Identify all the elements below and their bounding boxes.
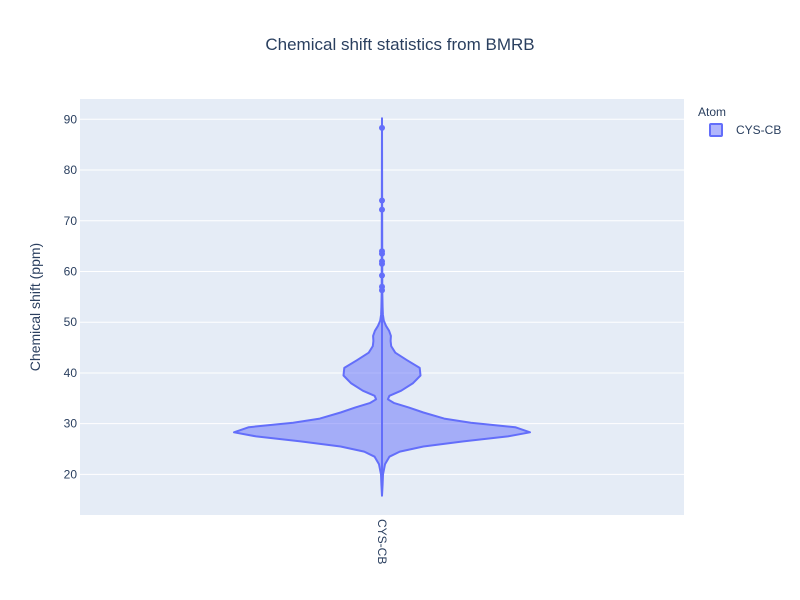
y-axis-title: Chemical shift (ppm) xyxy=(27,243,43,371)
outlier-point[interactable] xyxy=(379,272,385,279)
outlier-point[interactable] xyxy=(379,124,385,131)
y-tick-label: 50 xyxy=(64,315,78,329)
y-tick-label: 40 xyxy=(64,366,78,380)
legend[interactable]: Atom CYS-CB xyxy=(698,105,781,137)
outlier-point[interactable] xyxy=(379,250,385,257)
legend-title: Atom xyxy=(698,105,726,119)
y-tick-label: 30 xyxy=(64,417,78,431)
y-tick-label: 90 xyxy=(64,112,78,126)
y-tick-label: 60 xyxy=(64,264,78,278)
chart-title: Chemical shift statistics from BMRB xyxy=(265,35,534,54)
y-tick-label: 20 xyxy=(64,467,78,481)
violin-traces xyxy=(233,117,531,497)
legend-swatch xyxy=(709,123,723,137)
y-tick-label: 70 xyxy=(64,214,78,228)
x-tick-label: CYS-CB xyxy=(375,519,389,564)
x-tick-labels: CYS-CB xyxy=(375,519,389,564)
outlier-point[interactable] xyxy=(379,197,385,204)
outlier-point[interactable] xyxy=(379,287,385,294)
legend-label: CYS-CB xyxy=(736,123,781,137)
outlier-point[interactable] xyxy=(379,260,385,267)
y-tick-label: 80 xyxy=(64,163,78,177)
outlier-point[interactable] xyxy=(379,206,385,213)
y-tick-labels: 20 30 40 50 60 70 80 90 xyxy=(64,112,78,481)
